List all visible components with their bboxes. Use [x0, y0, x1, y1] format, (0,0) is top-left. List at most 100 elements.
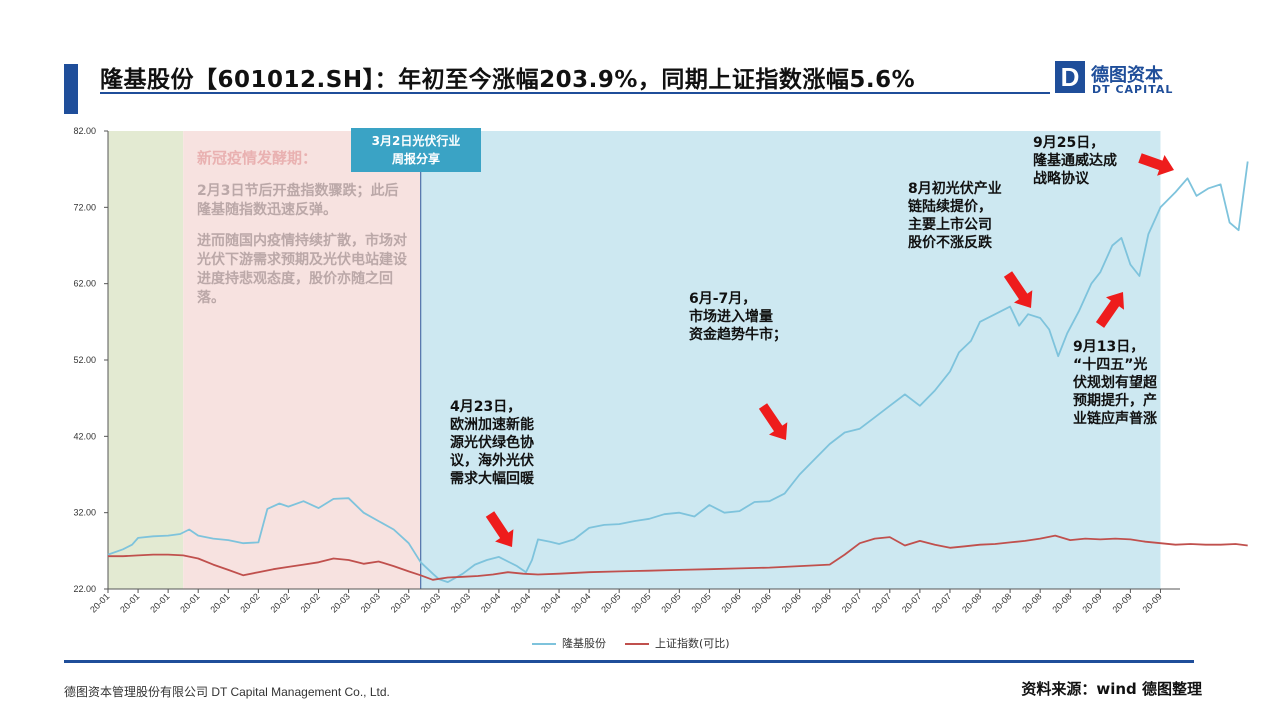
- event-tag-line1: 3月2日光伏行业: [371, 134, 461, 148]
- x-tick-label: 20-08: [1050, 591, 1073, 614]
- annotation-line: 战略协议: [1033, 171, 1089, 187]
- y-tick-label: 22.00: [73, 584, 96, 594]
- x-tick-label: 20-01: [148, 591, 171, 614]
- annotation-jun-jul: 6月-7月， 市场进入增量 资金趋势牛市；: [689, 290, 787, 344]
- annotation-line: 欧洲加速新能: [450, 417, 534, 433]
- legend-swatch-longi: [532, 643, 556, 645]
- x-tick-label: 20-09: [1080, 591, 1103, 614]
- x-tick-label: 20-08: [990, 591, 1013, 614]
- x-tick-label: 20-05: [689, 591, 712, 614]
- data-source: 资料来源：wind 德图整理: [1021, 680, 1202, 698]
- shaded-period-1: [183, 131, 421, 589]
- phase-description: 2月3日节后开盘指数骤跌；此后隆基随指数迅速反弹。 进而随国内疫情持续扩散，市场…: [197, 182, 407, 308]
- arrow-jun: [758, 403, 788, 440]
- phase-text-1: 2月3日节后开盘指数骤跌；此后隆基随指数迅速反弹。: [197, 183, 399, 218]
- x-tick-label: 20-01: [118, 591, 141, 614]
- x-tick-label: 20-09: [1141, 591, 1164, 614]
- x-tick-label: 20-03: [419, 591, 442, 614]
- x-tick-label: 20-08: [960, 591, 983, 614]
- x-tick-label: 20-03: [389, 591, 412, 614]
- annotation-line: 市场进入增量: [689, 309, 773, 325]
- arrow-sep13: [1095, 292, 1124, 328]
- annotation-line: 9月25日，: [1033, 135, 1105, 151]
- annotation-line: 预期提升，产: [1073, 393, 1157, 409]
- annotation-line: 议，海外光伏: [450, 453, 534, 469]
- annotation-line: 伏规划有望超: [1073, 375, 1157, 391]
- event-tag: 3月2日光伏行业 周报分享: [351, 128, 481, 172]
- shaded-period-0: [108, 131, 184, 589]
- annotation-line: 4月23日，: [450, 399, 522, 415]
- y-tick-label: 72.00: [73, 202, 96, 212]
- x-tick-label: 20-06: [780, 591, 803, 614]
- annotation-line: 需求大幅回暖: [450, 471, 534, 487]
- legend-item-index: 上证指数(可比): [625, 635, 730, 651]
- phase-title: 新冠疫情发酵期：: [197, 149, 318, 167]
- annotation-line: 资金趋势牛市；: [689, 327, 787, 343]
- y-tick-label: 42.00: [73, 431, 96, 441]
- x-tick-label: 20-02: [299, 591, 322, 614]
- x-tick-label: 20-06: [810, 591, 833, 614]
- annotation-line: 股价不涨反跌: [908, 235, 992, 251]
- x-tick-label: 20-09: [1110, 591, 1133, 614]
- page-title: 隆基股份【601012.SH】：年初至今涨幅203.9%，同期上证指数涨幅5.6…: [100, 67, 916, 93]
- series-line-index: [108, 534, 1248, 581]
- logo-name-cn: 德图资本: [1091, 65, 1163, 86]
- x-tick-label: 20-04: [509, 591, 532, 614]
- x-tick-label: 20-03: [359, 591, 382, 614]
- x-tick-label: 20-06: [750, 591, 773, 614]
- x-tick-label: 20-04: [569, 591, 592, 614]
- event-tag-line2: 周报分享: [391, 152, 440, 166]
- legend-swatch-index: [625, 643, 649, 645]
- shaded-period-2: [420, 131, 1161, 589]
- annotation-aug: 8月初光伏产业 链陆续提价， 主要上市公司 股价不涨反跌: [908, 180, 1002, 252]
- arrow-sep25: [1138, 153, 1174, 176]
- x-tick-label: 20-02: [268, 591, 291, 614]
- x-tick-label: 20-01: [178, 591, 201, 614]
- legend-label-index: 上证指数(可比): [655, 637, 730, 650]
- footer-rule: [64, 660, 1194, 663]
- x-tick-label: 20-06: [720, 591, 743, 614]
- x-tick-label: 20-03: [329, 591, 352, 614]
- y-tick-label: 52.00: [73, 355, 96, 365]
- series-line-longi: [107, 161, 1249, 583]
- x-tick-label: 20-04: [539, 591, 562, 614]
- y-tick-label: 62.00: [73, 279, 96, 289]
- company-logo: D 德图资本 DT CAPITAL: [1055, 61, 1205, 101]
- annotation-sep25: 9月25日， 隆基通威达成 战略协议: [1033, 134, 1117, 188]
- annotation-line: “十四五”光: [1073, 357, 1148, 373]
- x-tick-label: 20-03: [449, 591, 472, 614]
- x-tick-label: 20-01: [88, 591, 111, 614]
- x-tick-label: 20-04: [479, 591, 502, 614]
- annotation-line: 6月-7月，: [689, 291, 757, 307]
- x-tick-label: 20-07: [930, 591, 953, 614]
- arrow-aug: [1003, 271, 1033, 308]
- legend-label-longi: 隆基股份: [562, 637, 606, 650]
- x-tick-label: 20-01: [208, 591, 231, 614]
- x-tick-label: 20-07: [870, 591, 893, 614]
- logo-name-en: DT CAPITAL: [1092, 83, 1174, 96]
- annotation-line: 9月13日，: [1073, 339, 1145, 355]
- x-tick-label: 20-08: [1020, 591, 1043, 614]
- title-underline: [100, 92, 1050, 94]
- annotation-sep13: 9月13日， “十四五”光 伏规划有望超 预期提升，产 业链应声普涨: [1073, 338, 1157, 428]
- annotation-line: 业链应声普涨: [1073, 411, 1157, 427]
- x-tick-label: 20-02: [238, 591, 261, 614]
- x-tick-label: 20-05: [629, 591, 652, 614]
- annotation-line: 源光伏绿色协: [450, 435, 534, 451]
- y-tick-label: 82.00: [73, 126, 96, 136]
- y-tick-label: 32.00: [73, 508, 96, 518]
- annotation-line: 8月初光伏产业: [908, 181, 1002, 197]
- footer-company: 德图资本管理股份有限公司 DT Capital Management Co., …: [64, 685, 390, 699]
- x-tick-label: 20-05: [599, 591, 622, 614]
- annotation-line: 隆基通威达成: [1033, 153, 1117, 169]
- x-tick-label: 20-07: [840, 591, 863, 614]
- logo-mark: D: [1055, 61, 1085, 93]
- phase-text-2: 进而随国内疫情持续扩散，市场对光伏下游需求预期及光伏电站建设进度持悲观态度，股价…: [197, 233, 407, 306]
- annotation-line: 主要上市公司: [908, 217, 992, 233]
- annotation-line: 链陆续提价，: [908, 199, 992, 215]
- annotation-apr23: 4月23日， 欧洲加速新能 源光伏绿色协 议，海外光伏 需求大幅回暖: [450, 398, 534, 488]
- legend-item-longi: 隆基股份: [532, 635, 606, 651]
- x-tick-label: 20-05: [659, 591, 682, 614]
- title-accent-bar: [64, 64, 78, 114]
